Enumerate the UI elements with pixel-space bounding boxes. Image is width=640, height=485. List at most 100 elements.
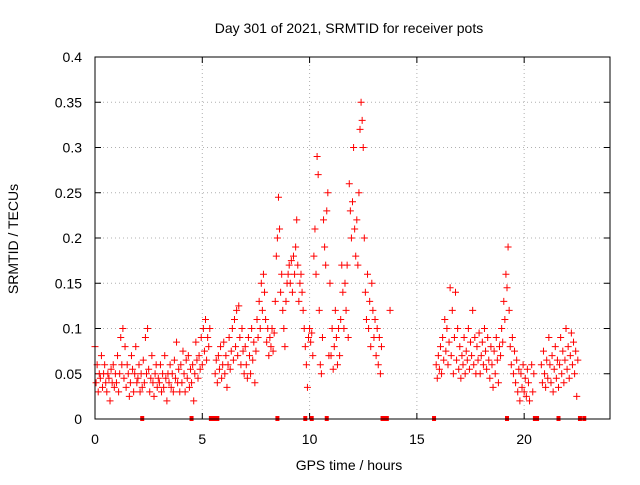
data-point <box>556 361 564 369</box>
data-point <box>257 279 265 287</box>
data-point <box>336 352 344 360</box>
data-point <box>349 198 356 206</box>
data-point <box>538 379 546 387</box>
data-point <box>446 284 454 292</box>
data-point <box>180 370 188 378</box>
data-point <box>372 352 380 360</box>
data-point <box>228 325 236 332</box>
data-point <box>332 334 340 342</box>
data-point <box>136 388 144 396</box>
data-point <box>121 343 129 351</box>
y-axis-label: SRMTID / TECUs <box>5 184 21 294</box>
data-point <box>507 361 515 369</box>
data-point <box>436 343 444 351</box>
data-point <box>226 365 234 373</box>
data-point <box>544 374 552 382</box>
data-point <box>465 365 473 373</box>
gridlines <box>95 57 610 419</box>
data-point <box>221 370 229 378</box>
data-point <box>373 325 381 332</box>
data-point <box>123 361 131 369</box>
data-point <box>484 334 492 342</box>
data-point <box>269 347 277 355</box>
data-point <box>235 302 243 310</box>
data-point <box>515 365 523 373</box>
data-point <box>295 297 303 305</box>
data-point <box>460 334 468 342</box>
data-point <box>229 356 237 364</box>
data-point <box>110 383 118 391</box>
data-point <box>97 352 105 360</box>
data-point <box>482 347 490 355</box>
data-point <box>146 388 154 396</box>
data-point <box>192 338 200 346</box>
data-point <box>262 315 270 323</box>
data-point <box>568 361 576 369</box>
data-point <box>362 315 370 323</box>
data-point <box>359 144 367 151</box>
x-tick-label: 10 <box>302 431 318 447</box>
x-tick-labels: 0 5 10 15 20 <box>91 431 532 447</box>
data-point <box>520 388 528 396</box>
data-point <box>204 334 212 342</box>
data-point <box>340 325 348 332</box>
data-point <box>297 270 305 278</box>
data-point <box>266 334 274 342</box>
data-point <box>94 388 102 396</box>
data-point <box>449 370 457 378</box>
data-point <box>236 334 244 342</box>
data-point <box>537 361 545 369</box>
data-point <box>512 379 520 387</box>
data-point <box>248 325 256 332</box>
data-point <box>574 356 582 364</box>
data-point <box>461 370 469 378</box>
data-point <box>317 370 325 378</box>
data-point <box>550 365 558 373</box>
y-tick-label: 0.05 <box>55 366 82 382</box>
data-point <box>327 352 335 360</box>
data-point <box>202 315 210 323</box>
data-point <box>464 325 472 332</box>
data-point <box>473 343 481 351</box>
data-point <box>559 347 567 355</box>
data-point <box>265 352 273 360</box>
data-point <box>545 334 553 342</box>
data-point <box>181 388 189 396</box>
data-point <box>120 374 128 382</box>
data-point <box>234 352 242 360</box>
data-point <box>355 189 363 197</box>
data-point <box>572 347 580 355</box>
data-point <box>173 338 181 346</box>
data-point <box>548 352 556 360</box>
data-point <box>200 347 208 355</box>
data-point <box>342 306 350 314</box>
data-point <box>281 343 289 351</box>
data-point <box>505 306 513 314</box>
data-point <box>347 234 355 242</box>
data-point <box>341 279 349 287</box>
data-point <box>289 252 297 260</box>
data-point <box>203 356 211 364</box>
data-point <box>92 379 100 387</box>
data-point <box>129 365 137 373</box>
data-point <box>495 343 503 351</box>
data-point <box>469 306 477 314</box>
data-point <box>170 356 178 364</box>
data-point <box>518 383 526 391</box>
data-point <box>169 388 177 396</box>
data-point <box>475 329 483 337</box>
data-point <box>455 365 463 373</box>
data-point <box>309 352 317 360</box>
data-point <box>470 361 478 369</box>
data-point <box>552 374 560 382</box>
data-point <box>272 252 280 260</box>
data-point <box>343 261 351 269</box>
data-point <box>434 352 442 360</box>
data-point <box>543 356 551 364</box>
data-point <box>293 216 301 224</box>
data-point <box>488 361 496 369</box>
data-point <box>116 370 124 378</box>
data-point <box>435 365 443 373</box>
data-point <box>188 379 196 387</box>
data-point <box>150 392 158 400</box>
